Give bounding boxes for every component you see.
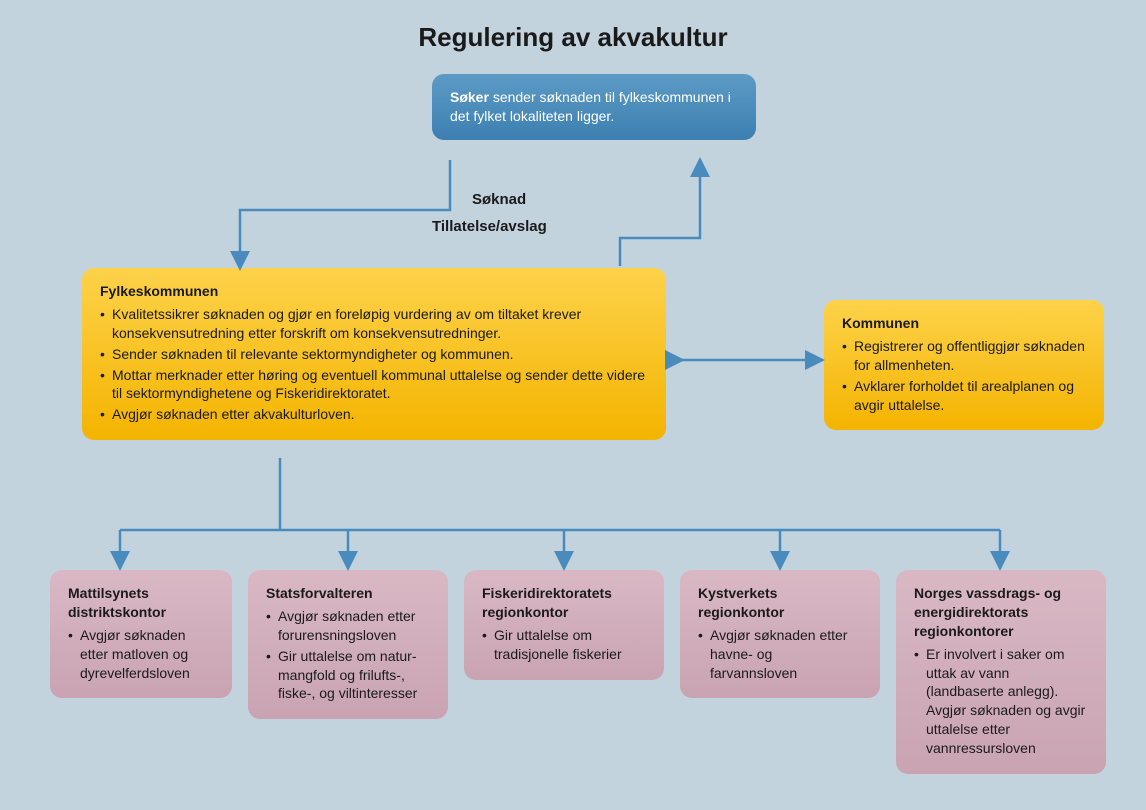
list-item: Gir uttalelse om natur-mangfold og frilu…	[266, 647, 430, 704]
list-item: Avgjør søknaden etter matloven og dyreve…	[68, 626, 214, 683]
node-b3-title: Fiskeridirektoratets regionkontor	[482, 584, 646, 622]
node-mattilsynet: Mattilsynets distriktskontor Avgjør søkn…	[50, 570, 232, 698]
list-item: Avgjør søknaden etter havne- og farvanns…	[698, 626, 862, 683]
node-fylkes: Fylkeskommunen Kvalitetssikrer søknaden …	[82, 268, 666, 440]
list-item: Gir uttalelse om tradisjonelle fiskerier	[482, 626, 646, 664]
node-b1-title: Mattilsynets distriktskontor	[68, 584, 214, 622]
list-item: Avklarer forholdet til arealplanen og av…	[842, 377, 1086, 415]
list-item: Mottar merknader etter høring og eventue…	[100, 366, 648, 404]
label-soknad: Søknad	[472, 191, 526, 208]
list-item: Registrerer og offentliggjør søknaden fo…	[842, 337, 1086, 375]
node-fiskeridirektoratet: Fiskeridirektoratets regionkontor Gir ut…	[464, 570, 664, 680]
node-b5-title: Norges vassdrags- og energidirektorats r…	[914, 584, 1088, 641]
node-soker-title: Søker	[450, 89, 489, 105]
node-fylkes-bullets: Kvalitetssikrer søknaden og gjør en fore…	[100, 305, 648, 424]
label-tillatelse: Tillatelse/avslag	[432, 218, 547, 235]
node-soker: Søker sender søknaden til fylkeskommunen…	[432, 74, 756, 140]
node-kommunen-title: Kommunen	[842, 314, 1086, 333]
node-kommunen: Kommunen Registrerer og offentliggjør sø…	[824, 300, 1104, 430]
node-fylkes-title: Fylkeskommunen	[100, 282, 648, 301]
list-item: Kvalitetssikrer søknaden og gjør en fore…	[100, 305, 648, 343]
node-statsforvalteren: Statsforvalteren Avgjør søknaden etter f…	[248, 570, 448, 719]
node-nve: Norges vassdrags- og energidirektorats r…	[896, 570, 1106, 774]
node-kystverket: Kystverkets regionkontor Avgjør søknaden…	[680, 570, 880, 698]
list-item: Avgjør søknaden etter akvakulturloven.	[100, 405, 648, 424]
node-kommunen-bullets: Registrerer og offentliggjør søknaden fo…	[842, 337, 1086, 415]
node-b2-title: Statsforvalteren	[266, 584, 430, 603]
list-item: Sender søknaden til relevante sektormynd…	[100, 345, 648, 364]
node-b4-title: Kystverkets regionkontor	[698, 584, 862, 622]
list-item: Er involvert i saker om uttak av vann (l…	[914, 645, 1088, 758]
page-title: Regulering av akvakultur	[0, 22, 1146, 53]
list-item: Avgjør søknaden etter forurensningsloven	[266, 607, 430, 645]
node-soker-body: sender søknaden til fylkeskommunen i det…	[450, 89, 731, 124]
